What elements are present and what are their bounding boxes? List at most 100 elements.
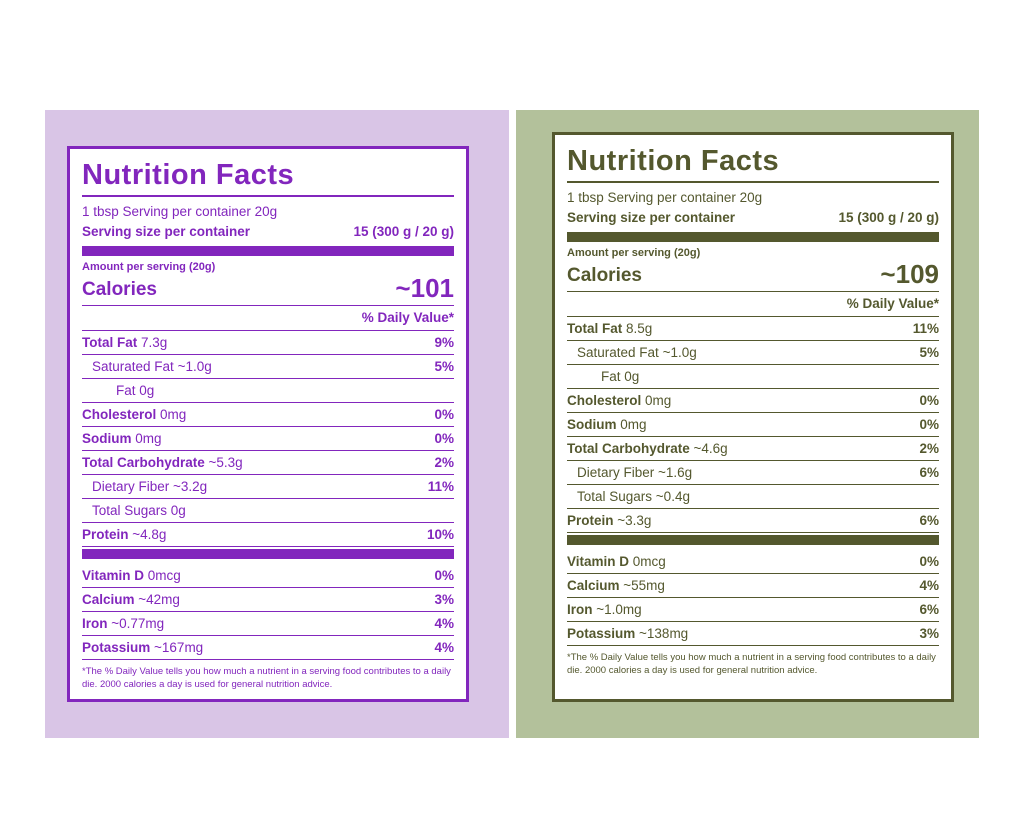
nutrient-amount: ~4.8g bbox=[128, 526, 167, 542]
nutrient-amount: ~0.4g bbox=[652, 488, 690, 504]
nutrient-daily-value: 11% bbox=[427, 478, 454, 494]
nutrient-daily-value: 6% bbox=[919, 464, 939, 480]
nutrient-row: Iron ~0.77mg 4% bbox=[82, 612, 454, 636]
nutrient-rows: Total Fat 8.5g 11% Saturated Fat ~1.0g 5… bbox=[567, 317, 939, 533]
nutrient-name-cell: Dietary Fiber ~3.2g bbox=[92, 479, 207, 495]
serving-size-row: Serving size per container 15 (300 g / 2… bbox=[567, 208, 939, 230]
nutrient-row: Total Sugars 0g bbox=[82, 499, 454, 523]
nutrient-row: Calcium ~55mg 4% bbox=[567, 574, 939, 598]
daily-value-footnote: *The % Daily Value tells you how much a … bbox=[82, 666, 451, 690]
nutrient-name: Potassium bbox=[567, 625, 636, 641]
nutrient-name: Calcium bbox=[82, 591, 135, 607]
serving-size-value: 15 (300 g / 20 g) bbox=[838, 210, 939, 225]
nutrient-row: Fat 0g bbox=[567, 365, 939, 389]
calories-value: ~109 bbox=[880, 259, 939, 289]
nutrient-daily-value: 6% bbox=[919, 601, 939, 617]
thick-divider-bar bbox=[567, 232, 939, 242]
nutrient-daily-value: 5% bbox=[434, 358, 454, 374]
nutrient-row: Total Fat 8.5g 11% bbox=[567, 317, 939, 341]
nutrient-amount: 0mcg bbox=[144, 567, 181, 583]
nutrient-name: Total Sugars bbox=[577, 488, 653, 504]
nutrient-row: Total Carbohydrate ~4.6g 2% bbox=[567, 437, 939, 461]
nutrient-name-cell: Cholesterol 0mg bbox=[82, 407, 186, 423]
nutrient-name-cell: Total Carbohydrate ~4.6g bbox=[567, 441, 728, 457]
nutrient-name: Protein bbox=[82, 526, 129, 542]
nutrient-amount: 0g bbox=[167, 502, 186, 518]
nutrient-name: Fat bbox=[116, 382, 136, 398]
nutrient-name-cell: Protein ~3.3g bbox=[567, 513, 651, 529]
nutrition-label-card-a: Nutrition Facts 1 tbsp Serving per conta… bbox=[67, 146, 469, 702]
nutrient-daily-value: 0% bbox=[434, 567, 454, 583]
micronutrient-rows: Vitamin D 0mcg 0% Calcium ~42mg 3% Iron … bbox=[82, 564, 454, 660]
nutrient-row: Calcium ~42mg 3% bbox=[82, 588, 454, 612]
nutrient-row: Potassium ~167mg 4% bbox=[82, 636, 454, 660]
nutrient-daily-value: 4% bbox=[434, 639, 454, 655]
nutrient-amount: ~1.0g bbox=[658, 344, 697, 360]
nutrient-amount: ~0.77mg bbox=[107, 615, 165, 631]
nutrient-name-cell: Vitamin D 0mcg bbox=[567, 554, 666, 570]
thick-divider-bar bbox=[82, 246, 454, 256]
nutrient-amount: ~167mg bbox=[150, 639, 204, 655]
nutrient-daily-value: 4% bbox=[434, 615, 454, 631]
nutrient-name: Iron bbox=[82, 615, 108, 631]
serving-size-row: Serving size per container 15 (300 g / 2… bbox=[82, 222, 454, 244]
nutrient-name: Protein bbox=[567, 512, 614, 528]
nutrient-name-cell: Sodium 0mg bbox=[82, 431, 162, 447]
nutrient-amount: ~3.3g bbox=[613, 512, 652, 528]
nutrient-name-cell: Total Fat 8.5g bbox=[567, 321, 652, 337]
nutrient-name-cell: Sodium 0mg bbox=[567, 417, 647, 433]
label-b-panel: Nutrition Facts 1 tbsp Serving per conta… bbox=[516, 110, 979, 738]
nutrient-name-cell: Total Fat 7.3g bbox=[82, 335, 167, 351]
nutrient-daily-value: 4% bbox=[919, 577, 939, 593]
nutrient-row: Iron ~1.0mg 6% bbox=[567, 598, 939, 622]
nutrient-row: Cholesterol 0mg 0% bbox=[567, 389, 939, 413]
nutrient-row: Sodium 0mg 0% bbox=[82, 427, 454, 451]
nutrient-daily-value: 5% bbox=[919, 344, 939, 360]
nutrient-name-cell: Potassium ~138mg bbox=[567, 626, 688, 642]
nutrient-name: Sodium bbox=[82, 430, 132, 446]
nutrient-daily-value: 0% bbox=[919, 553, 939, 569]
nutrient-amount: 0mg bbox=[156, 406, 187, 422]
thick-divider-bar bbox=[567, 535, 939, 545]
nutrient-row: Fat 0g bbox=[82, 379, 454, 403]
micronutrient-rows: Vitamin D 0mcg 0% Calcium ~55mg 4% Iron … bbox=[567, 550, 939, 646]
nutrient-name-cell: Potassium ~167mg bbox=[82, 640, 203, 656]
nutrient-amount: ~55mg bbox=[619, 577, 665, 593]
nutrient-amount: ~1.0g bbox=[173, 358, 212, 374]
amount-per-serving-label: Amount per serving (20g) bbox=[567, 247, 701, 259]
daily-value-header: % Daily Value* bbox=[82, 306, 454, 331]
nutrient-name: Total Carbohydrate bbox=[82, 454, 205, 470]
nutrient-amount: 0mcg bbox=[629, 553, 666, 569]
serving-per-container-text: 1 tbsp Serving per container 20g bbox=[567, 190, 763, 205]
nutrient-name-cell: Dietary Fiber ~1.6g bbox=[577, 465, 692, 481]
nutrient-daily-value: 3% bbox=[434, 591, 454, 607]
nutrient-daily-value: 3% bbox=[919, 625, 939, 641]
nutrient-name: Fat bbox=[601, 368, 621, 384]
nutrient-amount: ~4.6g bbox=[689, 440, 728, 456]
nutrient-name: Total Carbohydrate bbox=[567, 440, 690, 456]
nutrient-amount: 0mg bbox=[616, 416, 647, 432]
nutrition-facts-title: Nutrition Facts bbox=[82, 159, 454, 197]
nutrient-row: Saturated Fat ~1.0g 5% bbox=[82, 355, 454, 379]
nutrient-name-cell: Saturated Fat ~1.0g bbox=[92, 359, 212, 375]
nutrient-row: Vitamin D 0mcg 0% bbox=[567, 550, 939, 574]
nutrient-name-cell: Iron ~1.0mg bbox=[567, 602, 642, 618]
nutrient-name: Saturated Fat bbox=[92, 358, 174, 374]
calories-label: Calories bbox=[82, 279, 157, 300]
nutrient-daily-value: 2% bbox=[434, 454, 454, 470]
nutrient-name: Vitamin D bbox=[82, 567, 145, 583]
nutrient-name-cell: Saturated Fat ~1.0g bbox=[577, 345, 697, 361]
calories-row: Calories ~109 bbox=[567, 260, 939, 292]
nutrient-name-cell: Vitamin D 0mcg bbox=[82, 568, 181, 584]
nutrient-name-cell: Fat 0g bbox=[116, 383, 154, 399]
nutrient-name-cell: Protein ~4.8g bbox=[82, 527, 166, 543]
nutrient-name: Total Fat bbox=[82, 334, 138, 350]
nutrient-name-cell: Iron ~0.77mg bbox=[82, 616, 164, 632]
nutrient-amount: 0g bbox=[135, 382, 155, 398]
nutrient-row: Total Carbohydrate ~5.3g 2% bbox=[82, 451, 454, 475]
nutrient-row: Protein ~4.8g 10% bbox=[82, 523, 454, 547]
daily-value-footnote: *The % Daily Value tells you how much a … bbox=[567, 652, 936, 676]
nutrient-name-cell: Calcium ~55mg bbox=[567, 578, 665, 594]
nutrient-amount: ~1.0mg bbox=[592, 601, 642, 617]
nutrient-name: Saturated Fat bbox=[577, 344, 659, 360]
